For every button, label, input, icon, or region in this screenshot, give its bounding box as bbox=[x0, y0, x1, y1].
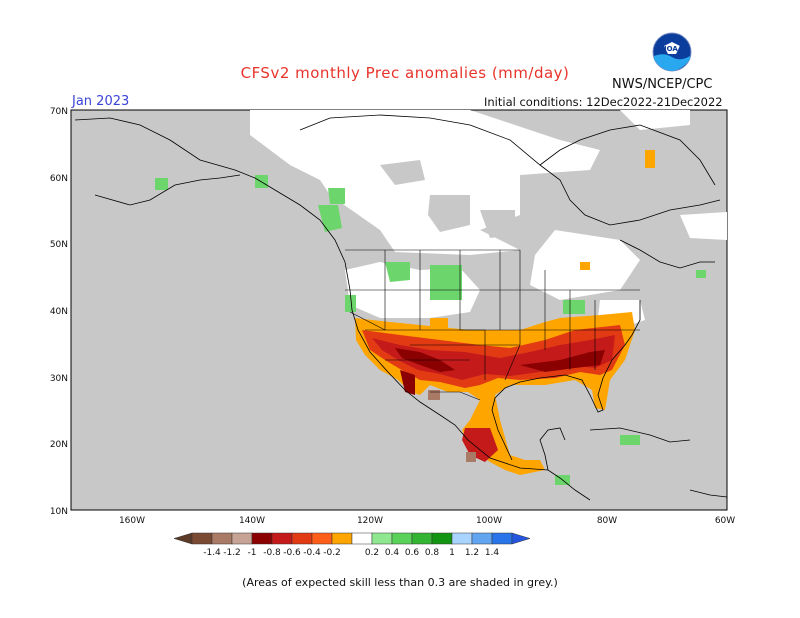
legend-swatch bbox=[451, 532, 473, 545]
noaa-logo: NOAA bbox=[652, 32, 692, 72]
legend-color-bar bbox=[173, 532, 531, 545]
legend-tick-label: 0.8 bbox=[425, 548, 440, 558]
agency-label: NWS/NCEP/CPC bbox=[612, 77, 713, 92]
legend-swatch bbox=[231, 532, 253, 545]
legend-tick-label: -0.6 bbox=[283, 548, 301, 558]
legend-swatch bbox=[371, 532, 393, 545]
grey-patches bbox=[380, 160, 515, 238]
legend-tick-label: -0.8 bbox=[263, 548, 281, 558]
legend-arrow-left bbox=[173, 532, 193, 545]
lon-label: 120W bbox=[357, 516, 383, 526]
legend-tick-label: -0.2 bbox=[323, 548, 341, 558]
legend-swatch bbox=[291, 532, 313, 545]
legend-tick-label: -1.2 bbox=[223, 548, 241, 558]
legend-tick-labels: -1.4 -1.2 -1 -0.8 -0.6 -0.4 -0.2 0.2 0.4 0.6 0.8 1 1… bbox=[203, 548, 499, 558]
legend-tick-label: -1 bbox=[248, 548, 257, 558]
legend-tick-label: 1.4 bbox=[485, 548, 500, 558]
lat-label: 20N bbox=[50, 440, 68, 450]
lat-label: 70N bbox=[50, 107, 68, 117]
legend-arrow-right bbox=[511, 532, 531, 545]
legend-swatch bbox=[271, 532, 293, 545]
initial-conditions: Initial conditions: 12Dec2022-21Dec2022 bbox=[484, 95, 723, 109]
lat-label: 60N bbox=[50, 174, 68, 184]
lon-label: 160W bbox=[119, 516, 145, 526]
lon-label: 140W bbox=[239, 516, 265, 526]
lat-label: 30N bbox=[50, 374, 68, 384]
longitude-labels: 160W 140W 120W 100W 80W 60W bbox=[119, 516, 735, 526]
legend-swatch bbox=[471, 532, 493, 545]
legend-tick-label: -1.4 bbox=[203, 548, 221, 558]
legend-swatch bbox=[431, 532, 453, 545]
legend-swatch bbox=[411, 532, 433, 545]
legend-swatch bbox=[211, 532, 233, 545]
logo-text: NOAA bbox=[661, 45, 684, 53]
legend-tick-label: 0.2 bbox=[365, 548, 379, 558]
legend-swatch bbox=[491, 532, 513, 545]
map-title: CFSv2 monthly Prec anomalies (mm/day) bbox=[240, 64, 570, 82]
skill-note: (Areas of expected skill less than 0.3 a… bbox=[242, 576, 558, 589]
lon-label: 100W bbox=[476, 516, 502, 526]
coastlines bbox=[74, 114, 728, 501]
forecast-period: Jan 2023 bbox=[72, 94, 130, 109]
legend-swatch bbox=[351, 532, 373, 545]
legend-swatch bbox=[191, 532, 213, 545]
legend-swatch bbox=[311, 532, 333, 545]
legend-swatch bbox=[391, 532, 413, 545]
legend-swatch bbox=[251, 532, 273, 545]
lon-label: 60W bbox=[715, 516, 735, 526]
lat-label: 40N bbox=[50, 307, 68, 317]
legend-swatch bbox=[331, 532, 353, 545]
latitude-labels: 70N 60N 50N 40N 30N 20N 10N bbox=[50, 107, 68, 517]
lat-label: 10N bbox=[50, 507, 68, 517]
legend-tick-label: 0.4 bbox=[385, 548, 400, 558]
legend-tick-label: -0.4 bbox=[303, 548, 321, 558]
lat-label: 50N bbox=[50, 240, 68, 250]
lon-label: 80W bbox=[597, 516, 617, 526]
dry-anomalies bbox=[355, 150, 655, 475]
legend-tick-label: 1 bbox=[449, 548, 455, 558]
legend-tick-label: 0.6 bbox=[405, 548, 420, 558]
state-borders bbox=[345, 249, 640, 401]
legend-tick-label: 1.2 bbox=[465, 548, 479, 558]
